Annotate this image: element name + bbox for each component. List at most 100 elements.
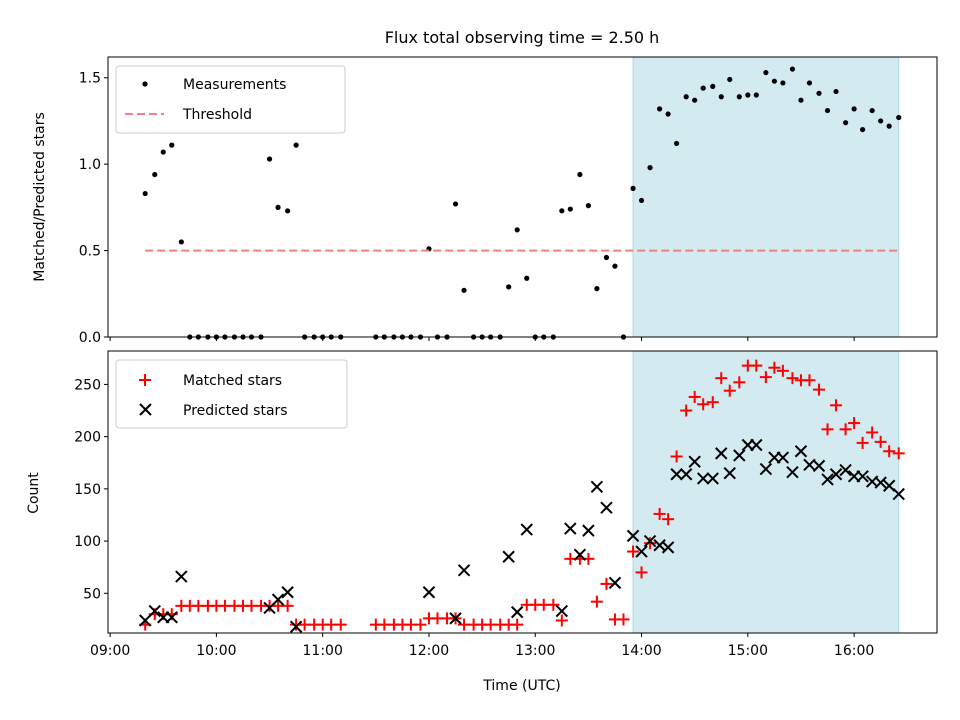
y-tick-label: 200	[74, 430, 101, 446]
measurement-point	[285, 208, 291, 214]
top-y-ticks: 0.0 0.5 1.0 1.5	[79, 71, 108, 346]
predicted-star-point	[829, 468, 843, 481]
predicted-star-point	[148, 604, 161, 618]
top-legend: Measurements Threshold	[115, 65, 346, 134]
legend-predicted-marker	[139, 403, 152, 416]
predicted-star-point	[706, 472, 719, 485]
top-x-ticks	[109, 337, 855, 341]
predicted-star-point	[626, 529, 640, 543]
measurement-point	[657, 106, 663, 112]
predicted-star-point	[812, 459, 826, 473]
matched-star-point	[786, 372, 799, 385]
matched-star-point	[821, 423, 834, 436]
measurement-point	[630, 185, 636, 191]
predicted-star-point	[688, 455, 701, 468]
matched-star-point	[813, 383, 826, 396]
x-tick-label: 14:00	[621, 643, 661, 659]
matched-star-point	[334, 618, 347, 631]
x-tick-label: 10:00	[196, 643, 236, 659]
measurement-point	[594, 286, 600, 292]
predicted-star-point	[564, 522, 577, 535]
measurement-point	[692, 97, 698, 103]
predicted-star-point	[696, 472, 710, 485]
matched-star-point	[856, 436, 869, 449]
predicted-star-point	[786, 465, 799, 479]
predicted-star-point	[520, 523, 533, 536]
matched-star-point	[670, 450, 683, 463]
measurement-point	[152, 171, 158, 178]
matched-star-point	[776, 364, 789, 377]
matched-star-point	[848, 417, 861, 430]
matched-star-point	[617, 613, 630, 626]
measurement-point	[710, 83, 716, 89]
measurement-point	[860, 126, 866, 133]
measurement-point	[869, 107, 875, 114]
matched-star-point	[706, 396, 719, 409]
measurement-point	[585, 203, 591, 209]
predicted-star-point	[643, 534, 657, 548]
measurement-point	[142, 190, 148, 197]
predicted-star-point	[138, 614, 152, 627]
predicted-star-point	[271, 593, 285, 606]
matched-star-point	[627, 545, 640, 558]
matched-star-point	[635, 566, 648, 579]
bottom-legend: Matched stars Predicted stars	[115, 359, 348, 429]
legend-matched-marker	[139, 374, 151, 386]
top-series	[142, 66, 902, 340]
predicted-star-point	[759, 462, 773, 476]
measurement-point	[896, 114, 902, 121]
predicted-star-point	[794, 445, 808, 458]
predicted-star-point	[289, 620, 303, 633]
measurement-point	[727, 76, 733, 83]
measurement-point	[789, 66, 796, 72]
predicted-star-point	[608, 576, 622, 590]
measurement-point	[452, 201, 459, 207]
top-y-axis-label: Matched/Predicted stars	[32, 112, 48, 282]
measurement-point	[266, 156, 273, 162]
measurement-point	[178, 239, 184, 245]
x-axis-label: Time (UTC)	[482, 678, 560, 694]
predicted-star-point	[422, 586, 436, 599]
top-panel: 0.0 0.5 1.0 1.5 Matched/Predicted stars Mea…	[32, 56, 938, 346]
measurement-point	[771, 78, 777, 84]
matched-star-point	[715, 372, 728, 385]
measurement-point	[816, 90, 822, 96]
measurement-point	[824, 107, 831, 114]
measurement-point	[674, 140, 680, 147]
matched-star-point	[830, 399, 843, 412]
measurement-point	[665, 111, 671, 117]
measurement-point	[753, 92, 759, 98]
measurement-point	[461, 287, 467, 293]
y-tick-label: 100	[74, 534, 101, 550]
predicted-star-point	[856, 470, 869, 483]
matched-star-point	[662, 513, 675, 526]
legend-measurements-label: Measurements	[183, 77, 286, 93]
legend-threshold-label: Threshold	[182, 107, 252, 123]
predicted-star-point	[502, 550, 515, 563]
measurement-point	[275, 204, 281, 210]
measurement-point	[638, 197, 645, 204]
y-tick-label: 0.0	[79, 330, 101, 346]
measurement-point	[647, 165, 653, 171]
measurement-point	[763, 69, 769, 76]
matched-star-point	[653, 507, 666, 520]
bottom-observing-window-shade	[632, 350, 900, 634]
measurement-point	[700, 85, 706, 91]
predicted-star-point	[573, 548, 587, 561]
y-tick-label: 0.5	[79, 244, 101, 260]
measurement-point	[798, 97, 804, 103]
predicted-star-point	[165, 611, 178, 624]
measurement-point	[506, 284, 512, 290]
measurement-point	[683, 94, 689, 100]
y-tick-label: 1.5	[79, 71, 101, 87]
matched-star-point	[547, 598, 560, 611]
matched-star-point	[281, 599, 294, 612]
measurement-point	[160, 149, 166, 155]
measurement-point	[559, 208, 565, 214]
matched-star-point	[750, 359, 763, 372]
x-tick-label: 13:00	[515, 643, 555, 659]
matched-star-point	[590, 595, 603, 608]
predicted-star-point	[679, 468, 693, 481]
measurement-point	[736, 94, 742, 100]
